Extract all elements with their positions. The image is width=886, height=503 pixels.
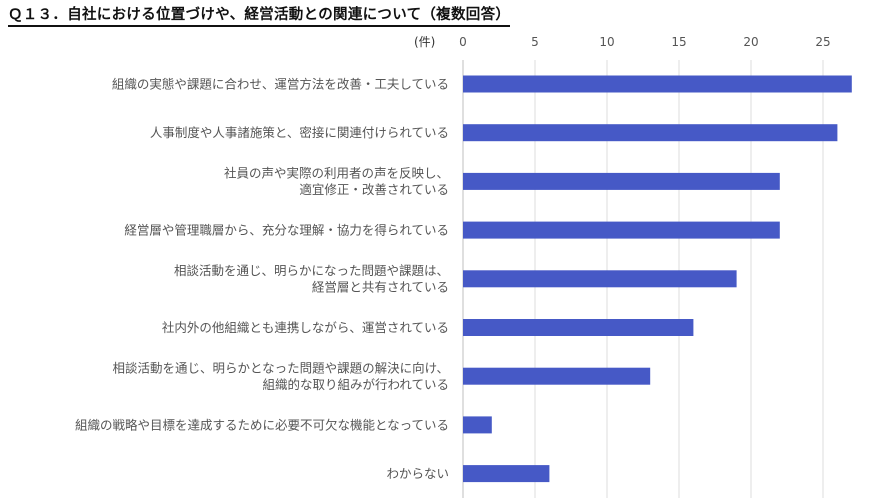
bar [463,465,550,483]
x-tick-label: 0 [459,35,467,49]
unit-label: (件) [414,35,435,49]
bar [463,75,852,93]
category-label: 社内外の他組織とも連携しながら、運営されている [162,320,449,335]
category-label: わからない [386,466,449,481]
category-label: 相談活動を通じ、明らかになった問題や課題は、 [174,263,449,278]
x-tick-label: 5 [531,35,539,49]
category-label: 人事制度や人事諸施策と、密接に関連付けられている [150,125,449,140]
x-tick-label: 15 [671,35,686,49]
bar [463,367,651,385]
category-label: 組織の実態や課題に合わせ、運営方法を改善・工夫している [112,77,449,92]
bar [463,172,780,190]
x-tick-label: 20 [743,35,758,49]
category-label: 経営層や管理職層から、充分な理解・協力を得られている [124,223,449,238]
category-label: 組織的な取り組みが行われている [262,377,449,392]
category-label: 経営層と共有されている [312,280,449,295]
category-label: 組織の戦略や目標を達成するために必要不可欠な機能となっている [75,417,449,432]
bar [463,221,780,239]
bar [463,319,694,336]
page-title: Ｑ１３．自社における位置づけや、経営活動との関連について（複数回答） [8,3,511,27]
category-label: 適宜修正・改善されている [299,182,449,197]
x-tick-label: 25 [815,35,830,49]
x-tick-label: 10 [599,35,614,49]
x-axis: (件) 0 5 10 15 20 25 [414,35,831,49]
bars [463,75,852,483]
category-labels: 組織の実態や課題に合わせ、運営方法を改善・工夫している人事制度や人事諸施策と、密… [75,77,449,482]
category-label: 社員の声や実際の利用者の声を反映し、 [224,166,449,181]
bar [463,416,492,434]
bar [463,270,737,288]
category-label: 相談活動を通じ、明らかとなった問題や課題の解決に向け、 [112,360,449,375]
bar [463,124,838,142]
